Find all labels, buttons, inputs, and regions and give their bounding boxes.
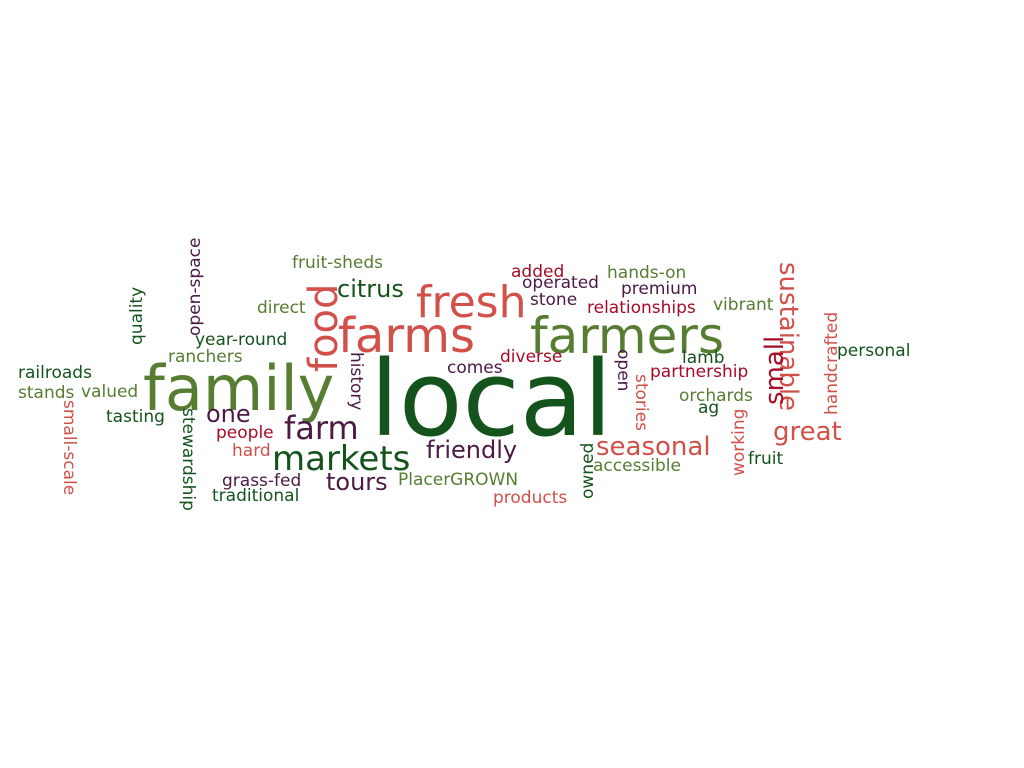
word-fresh: fresh — [416, 277, 527, 328]
word-farm: farm — [284, 409, 359, 447]
word-relationships: relationships — [587, 298, 696, 318]
word-markets: markets — [272, 439, 410, 479]
word-food: food — [301, 284, 347, 372]
word-partnership: partnership — [650, 362, 748, 382]
word-great: great — [773, 417, 842, 447]
word-ranchers: ranchers — [168, 347, 243, 367]
word-hands-on: hands-on — [607, 263, 686, 283]
word-working: working — [729, 409, 749, 476]
word-stewardship: stewardship — [178, 408, 198, 511]
word-added: added — [511, 262, 564, 282]
word-accessible: accessible — [593, 456, 681, 476]
word-valued: valued — [81, 382, 138, 402]
word-handcrafted: handcrafted — [822, 312, 842, 415]
word-premium: premium — [621, 279, 697, 299]
word-quality: quality — [127, 287, 147, 345]
word-stands: stands — [18, 383, 75, 403]
word-personal: personal — [837, 341, 910, 361]
word-fruit-sheds: fruit-sheds — [292, 253, 383, 273]
word-tours: tours — [326, 468, 388, 496]
word-hard: hard — [232, 441, 271, 461]
word-ag: ag — [698, 398, 719, 418]
word-tasting: tasting — [106, 407, 165, 427]
word-diverse: diverse — [500, 347, 562, 367]
word-year-round: year-round — [195, 330, 287, 350]
word-stories: stories — [631, 374, 651, 431]
word-owned: owned — [578, 443, 598, 499]
word-citrus: citrus — [337, 275, 404, 303]
word-lamb: lamb — [682, 348, 725, 368]
word-family: family — [143, 352, 334, 425]
word-products: products — [493, 488, 567, 508]
word-direct: direct — [257, 298, 306, 318]
word-sustainable: sustainable — [773, 262, 803, 411]
word-grass-fed: grass-fed — [222, 471, 301, 491]
word-open: open — [613, 349, 633, 391]
word-local: local — [370, 338, 612, 460]
word-small-scale: small-scale — [59, 400, 79, 495]
word-placergrown: PlacerGROWN — [398, 470, 518, 490]
word-open-space: open-space — [185, 238, 205, 336]
word-seasonal: seasonal — [596, 432, 711, 462]
word-people: people — [216, 423, 274, 443]
word-friendly: friendly — [426, 436, 517, 464]
word-stone: stone — [530, 290, 577, 310]
word-operated: operated — [522, 273, 599, 293]
word-farmers: farmers — [530, 307, 724, 365]
word-history: history — [346, 352, 366, 410]
word-one: one — [206, 400, 251, 428]
word-railroads: railroads — [18, 363, 92, 383]
word-orchards: orchards — [679, 386, 753, 406]
word-vibrant: vibrant — [713, 295, 774, 315]
word-fruit: fruit — [748, 449, 783, 469]
word-farms: farms — [338, 308, 475, 364]
word-traditional: traditional — [212, 486, 299, 506]
word-comes: comes — [447, 358, 503, 378]
word-small: small — [760, 336, 790, 405]
